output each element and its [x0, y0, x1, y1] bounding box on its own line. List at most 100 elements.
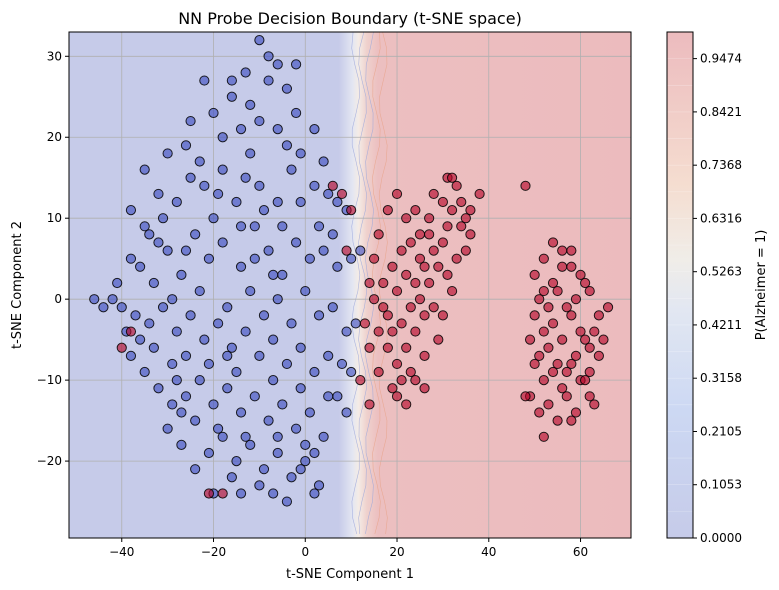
scatter-point	[387, 261, 398, 272]
scatter-point	[552, 285, 563, 297]
scatter-point	[419, 350, 430, 361]
scatter-point	[240, 172, 251, 183]
scatter-point	[135, 261, 146, 272]
scatter-point	[153, 188, 164, 200]
scatter-point	[148, 342, 159, 353]
scatter-point	[341, 326, 352, 337]
scatter-point	[313, 480, 325, 491]
scatter-point	[589, 326, 600, 337]
scatter-point	[290, 59, 302, 70]
scatter-point	[474, 188, 485, 200]
scatter-point	[419, 310, 430, 321]
scatter-point	[281, 496, 293, 507]
scatter-point	[437, 310, 449, 321]
scatter-point	[208, 107, 219, 119]
scatter-point	[258, 464, 270, 475]
scatter-point	[580, 277, 591, 289]
scatter-point	[304, 407, 315, 418]
scatter-point	[245, 148, 256, 159]
scatter-point	[309, 366, 320, 378]
scatter-point	[249, 391, 260, 402]
scatter-point	[217, 237, 228, 248]
scatter-point	[428, 245, 439, 256]
scatter-point	[373, 229, 384, 240]
scatter-point	[112, 277, 123, 289]
scatter-point	[598, 334, 609, 345]
scatter-point	[286, 164, 297, 175]
scatter-point	[520, 180, 531, 191]
scatter-point	[295, 148, 306, 159]
scatter-point	[309, 180, 320, 191]
scatter-point	[263, 245, 274, 256]
scatter-point	[552, 358, 563, 370]
scatter-point	[359, 318, 371, 329]
scatter-point	[125, 350, 137, 361]
scatter-point	[199, 75, 210, 86]
scatter-point	[231, 366, 242, 378]
x-tick-label: 40	[481, 545, 496, 559]
scatter-point	[116, 302, 127, 313]
scatter-point	[222, 383, 233, 394]
scatter-point	[313, 221, 325, 232]
scatter-point	[300, 455, 311, 467]
y-tick-label: 20	[47, 130, 62, 144]
scatter-point	[575, 269, 586, 280]
scatter-point	[378, 277, 389, 289]
plot-area	[68, 31, 632, 539]
scatter-point	[318, 245, 329, 256]
scatter-point	[382, 310, 393, 321]
scatter-point	[336, 188, 348, 200]
scatter-point	[446, 205, 458, 216]
scatter-point	[309, 488, 320, 499]
scatter-point	[281, 358, 293, 370]
scatter-point	[433, 261, 444, 272]
scatter-point	[538, 375, 549, 386]
scatter-point	[139, 164, 150, 175]
scatter-point	[368, 294, 380, 305]
scatter-point	[203, 447, 215, 459]
scatter-point	[194, 285, 205, 297]
scatter-point	[208, 399, 219, 410]
y-tick-label: 10	[47, 211, 62, 225]
scatter-point	[300, 439, 311, 450]
scatter-point	[254, 180, 265, 191]
scatter-point	[226, 342, 237, 353]
contour-line	[351, 32, 361, 535]
scatter-point	[355, 375, 366, 386]
scatter-point	[162, 423, 173, 434]
scatter-point	[456, 196, 467, 208]
scatter-point	[318, 431, 329, 442]
scatter-point	[240, 431, 251, 442]
scatter-point	[332, 391, 343, 402]
y-tick-label: 0	[54, 292, 62, 306]
scatter-point	[442, 269, 453, 280]
scatter-point	[387, 326, 398, 337]
scatter-point	[268, 375, 279, 386]
scatter-point	[368, 253, 380, 264]
scatter-point	[543, 302, 554, 313]
scatter-point	[222, 302, 233, 313]
y-axis-label: t-SNE Component 2	[10, 221, 25, 349]
scatter-point	[268, 488, 279, 499]
scatter-point	[332, 196, 343, 208]
scatter-point	[520, 391, 531, 402]
scatter-point	[341, 245, 352, 256]
scatter-point	[116, 342, 127, 353]
scatter-point	[268, 334, 279, 345]
scatter-point	[240, 326, 251, 337]
scatter-point	[107, 294, 118, 305]
scatter-point	[575, 326, 586, 337]
scatter-point	[272, 447, 283, 459]
scatter-point	[180, 350, 192, 361]
scatter-point	[424, 213, 435, 224]
scatter-point	[295, 196, 306, 208]
scatter-point	[378, 302, 389, 313]
colorbar-tick-label: 0.2105	[700, 424, 742, 438]
scatter-point	[391, 188, 403, 200]
scatter-point	[410, 326, 421, 337]
scatter-point	[364, 277, 375, 289]
x-tick-label: 60	[573, 545, 588, 559]
colorbar-ticks: 0.0000 0.1053 0.2105 0.3158 0.4211 0.5263 0.63…	[693, 52, 742, 545]
scatter-point	[428, 188, 439, 200]
scatter-point	[309, 124, 320, 135]
